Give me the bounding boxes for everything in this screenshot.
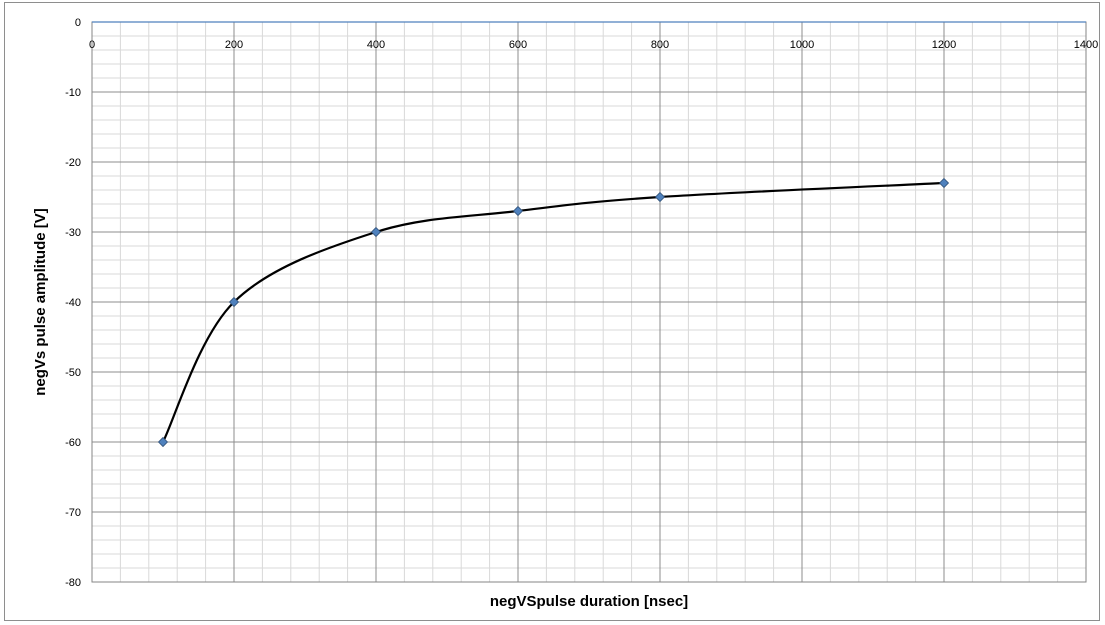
y-tick-label: 0: [75, 17, 81, 29]
x-tick-label: 1000: [790, 39, 814, 51]
x-tick-label: 200: [225, 39, 243, 51]
x-axis-title: negVSpulse duration [nsec]: [490, 593, 688, 610]
data-point-marker: [370, 226, 382, 238]
y-tick-label: -60: [65, 437, 81, 449]
y-tick-label: -10: [65, 87, 81, 99]
y-axis-ticks: 0 -10 -20 -30 -40 -50 -60 -70 -80: [65, 17, 81, 589]
y-tick-label: -40: [65, 297, 81, 309]
y-tick-label: -20: [65, 157, 81, 169]
chart-frame: [4, 2, 1100, 621]
x-tick-label: 1400: [1074, 39, 1098, 51]
y-axis-title: negVs pulse amplitude [V]: [32, 208, 49, 396]
y-tick-label: -50: [65, 367, 81, 379]
series-group: [157, 177, 950, 448]
data-point-marker: [157, 436, 169, 448]
x-tick-label: 600: [509, 39, 527, 51]
y-tick-label: -80: [65, 577, 81, 589]
data-point-marker: [228, 296, 240, 308]
data-point-marker: [512, 205, 524, 217]
y-tick-label: -30: [65, 227, 81, 239]
x-tick-label: 1200: [932, 39, 956, 51]
data-point-marker: [938, 177, 950, 189]
y-tick-label: -70: [65, 507, 81, 519]
x-axis-ticks: 0 200 400 600 800 1000 1200 1400: [89, 39, 1098, 51]
data-point-marker: [654, 191, 666, 203]
x-tick-label: 0: [89, 39, 95, 51]
x-tick-label: 800: [651, 39, 669, 51]
x-tick-label: 400: [367, 39, 385, 51]
series-line: [161, 181, 946, 444]
